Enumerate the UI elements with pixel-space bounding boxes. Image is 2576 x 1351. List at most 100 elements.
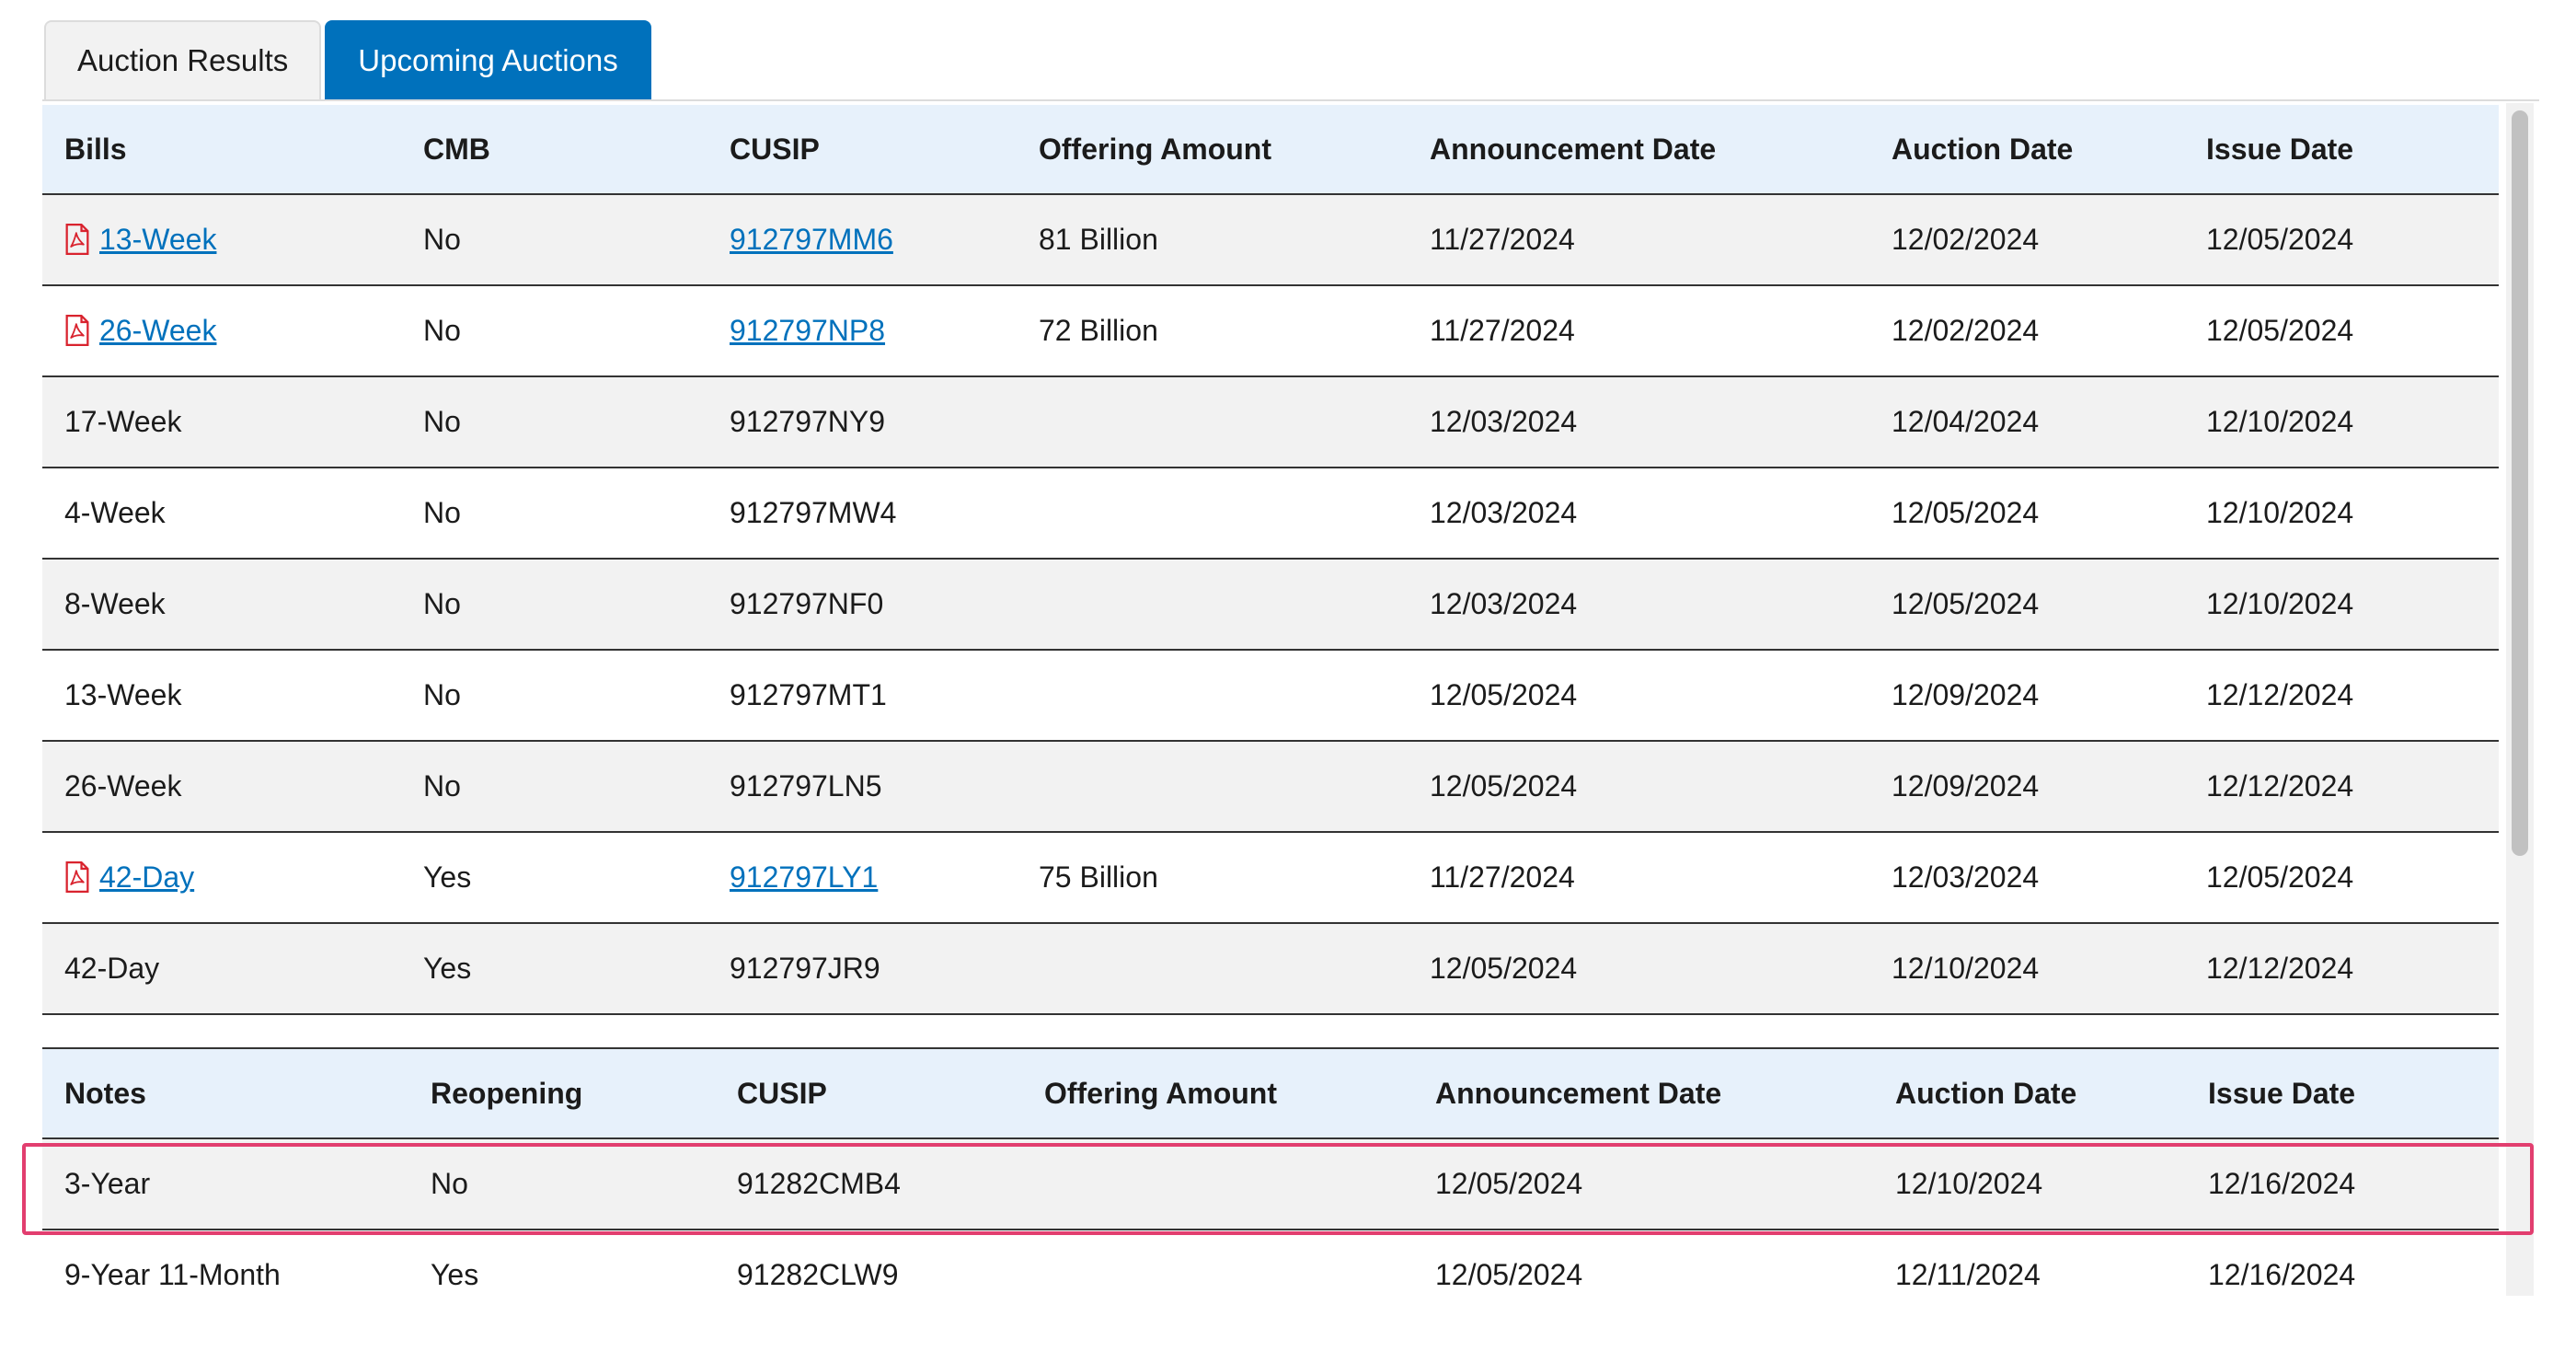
issue-date-cell: 12/10/2024: [2184, 376, 2499, 468]
cusip-cell-link[interactable]: 912797MM6: [730, 223, 893, 256]
col-header-cusip: CUSIP: [715, 1048, 1022, 1139]
term-link[interactable]: 26-Week: [99, 314, 217, 347]
offering-amount-cell: 72 Billion: [1017, 285, 1408, 377]
announcement-date-cell: 12/03/2024: [1408, 468, 1869, 560]
bills-row: 17-Week No 912797NY9 12/03/2024 12/04/2024 12…: [42, 376, 2499, 468]
cusip-cell-link[interactable]: 912797NP8: [730, 314, 886, 347]
col-header-announcement-date: Announcement Date: [1408, 105, 1869, 195]
cusip-cell[interactable]: 912797MM6: [707, 194, 1017, 286]
term-link[interactable]: 42-Day: [99, 860, 195, 894]
notes-table: Notes Reopening CUSIP Offering Amount An…: [42, 1047, 2499, 1299]
offering-amount-cell: [1022, 1230, 1413, 1299]
cmb-cell: Yes: [401, 923, 707, 1015]
term-cell: 4-Week: [42, 468, 401, 560]
pdf-icon: [65, 315, 89, 346]
bills-row: 8-Week No 912797NF0 12/03/2024 12/05/2024 12/…: [42, 559, 2499, 651]
announcement-date-cell: 11/27/2024: [1408, 194, 1869, 286]
offering-amount-cell: [1017, 923, 1408, 1015]
term-cell: 9-Year 11-Month: [42, 1230, 408, 1299]
col-header-issue-date: Issue Date: [2186, 1048, 2499, 1139]
offering-amount-cell: [1017, 559, 1408, 651]
col-header-offering-amount: Offering Amount: [1017, 105, 1408, 195]
term-link[interactable]: 13-Week: [99, 223, 217, 256]
col-header-issue-date: Issue Date: [2184, 105, 2499, 195]
term-cell[interactable]: 13-Week: [42, 194, 401, 286]
cmb-cell: No: [401, 650, 707, 742]
auction-date-cell: 12/04/2024: [1869, 376, 2184, 468]
auction-date-cell: 12/02/2024: [1869, 194, 2184, 286]
col-header-cmb: CMB: [401, 105, 707, 195]
announcement-date-cell: 12/05/2024: [1408, 923, 1869, 1015]
bills-row: 42-Day Yes 912797LY1 75 Billion 11/27/2024 12…: [42, 832, 2499, 924]
cusip-cell: 912797LN5: [707, 741, 1017, 833]
bills-row: 26-Week No 912797LN5 12/05/2024 12/09/2024 12…: [42, 741, 2499, 833]
notes-header-row: Notes Reopening CUSIP Offering Amount An…: [42, 1048, 2499, 1139]
term-cell: 8-Week: [42, 559, 401, 651]
term-cell: 3-Year: [42, 1138, 408, 1230]
term-cell: 26-Week: [42, 741, 401, 833]
cmb-cell: No: [401, 194, 707, 286]
announcement-date-cell: 12/05/2024: [1413, 1138, 1873, 1230]
announcement-date-cell: 12/05/2024: [1408, 741, 1869, 833]
offering-amount-cell: [1017, 468, 1408, 560]
vertical-scrollbar[interactable]: [2506, 103, 2534, 1296]
bills-table-body: 13-Week No 912797MM6 81 Billion 11/27/2024 12…: [42, 194, 2499, 1015]
auction-date-cell: 12/09/2024: [1869, 741, 2184, 833]
cusip-cell: 912797NF0: [707, 559, 1017, 651]
offering-amount-cell: [1017, 650, 1408, 742]
term-cell: 42-Day: [42, 923, 401, 1015]
reopening-cell: Yes: [408, 1230, 715, 1299]
issue-date-cell: 12/12/2024: [2184, 923, 2499, 1015]
auction-date-cell: 12/05/2024: [1869, 559, 2184, 651]
cmb-cell: No: [401, 741, 707, 833]
announcement-date-cell: 12/05/2024: [1413, 1230, 1873, 1299]
bills-row: 42-Day Yes 912797JR9 12/05/2024 12/10/2024 12…: [42, 923, 2499, 1015]
col-header-reopening: Reopening: [408, 1048, 715, 1139]
pdf-icon: [65, 861, 89, 893]
notes-row: 9-Year 11-Month Yes 91282CLW9 12/05/2024 12/…: [42, 1230, 2499, 1299]
auction-date-cell: 12/05/2024: [1869, 468, 2184, 560]
announcement-date-cell: 12/03/2024: [1408, 559, 1869, 651]
issue-date-cell: 12/16/2024: [2186, 1230, 2499, 1299]
cusip-cell-link[interactable]: 912797LY1: [730, 860, 879, 894]
tab-auction-results[interactable]: Auction Results: [44, 20, 322, 99]
auction-date-cell: 12/10/2024: [1873, 1138, 2186, 1230]
notes-row-highlighted: 3-Year No 91282CMB4 12/05/2024 12/10/2024 12/…: [42, 1138, 2499, 1230]
col-header-bills: Bills: [42, 105, 401, 195]
announcement-date-cell: 11/27/2024: [1408, 832, 1869, 924]
offering-amount-cell: 75 Billion: [1017, 832, 1408, 924]
announcement-date-cell: 12/03/2024: [1408, 376, 1869, 468]
issue-date-cell: 12/16/2024: [2186, 1138, 2499, 1230]
term-cell[interactable]: 26-Week: [42, 285, 401, 377]
scrollbar-thumb[interactable]: [2512, 110, 2528, 856]
term-cell: 13-Week: [42, 650, 401, 742]
bills-row: 13-Week No 912797MT1 12/05/2024 12/09/2024 12…: [42, 650, 2499, 742]
bills-row: 4-Week No 912797MW4 12/03/2024 12/05/2024 12/…: [42, 468, 2499, 560]
bills-row: 13-Week No 912797MM6 81 Billion 11/27/2024 12…: [42, 194, 2499, 286]
cmb-cell: No: [401, 285, 707, 377]
auction-date-cell: 12/02/2024: [1869, 285, 2184, 377]
offering-amount-cell: 81 Billion: [1017, 194, 1408, 286]
notes-table-body: 3-Year No 91282CMB4 12/05/2024 12/10/2024 12/…: [42, 1138, 2499, 1299]
cusip-cell[interactable]: 912797LY1: [707, 832, 1017, 924]
bills-header-row: Bills CMB CUSIP Offering Amount Announce…: [42, 105, 2499, 195]
issue-date-cell: 12/05/2024: [2184, 832, 2499, 924]
cusip-cell[interactable]: 912797NP8: [707, 285, 1017, 377]
issue-date-cell: 12/05/2024: [2184, 285, 2499, 377]
reopening-cell: No: [408, 1138, 715, 1230]
col-header-notes: Notes: [42, 1048, 408, 1139]
term-cell[interactable]: 42-Day: [42, 832, 401, 924]
cusip-cell: 91282CMB4: [715, 1138, 1022, 1230]
cusip-cell: 91282CLW9: [715, 1230, 1022, 1299]
issue-date-cell: 12/10/2024: [2184, 468, 2499, 560]
auction-date-cell: 12/03/2024: [1869, 832, 2184, 924]
auction-date-cell: 12/09/2024: [1869, 650, 2184, 742]
bills-table: Bills CMB CUSIP Offering Amount Announce…: [42, 105, 2499, 1015]
tab-upcoming-auctions[interactable]: Upcoming Auctions: [325, 20, 651, 99]
bills-row: 26-Week No 912797NP8 72 Billion 11/27/2024 12…: [42, 285, 2499, 377]
issue-date-cell: 12/12/2024: [2184, 741, 2499, 833]
col-header-auction-date: Auction Date: [1873, 1048, 2186, 1139]
auction-date-cell: 12/10/2024: [1869, 923, 2184, 1015]
cmb-cell: No: [401, 376, 707, 468]
col-header-offering-amount: Offering Amount: [1022, 1048, 1413, 1139]
